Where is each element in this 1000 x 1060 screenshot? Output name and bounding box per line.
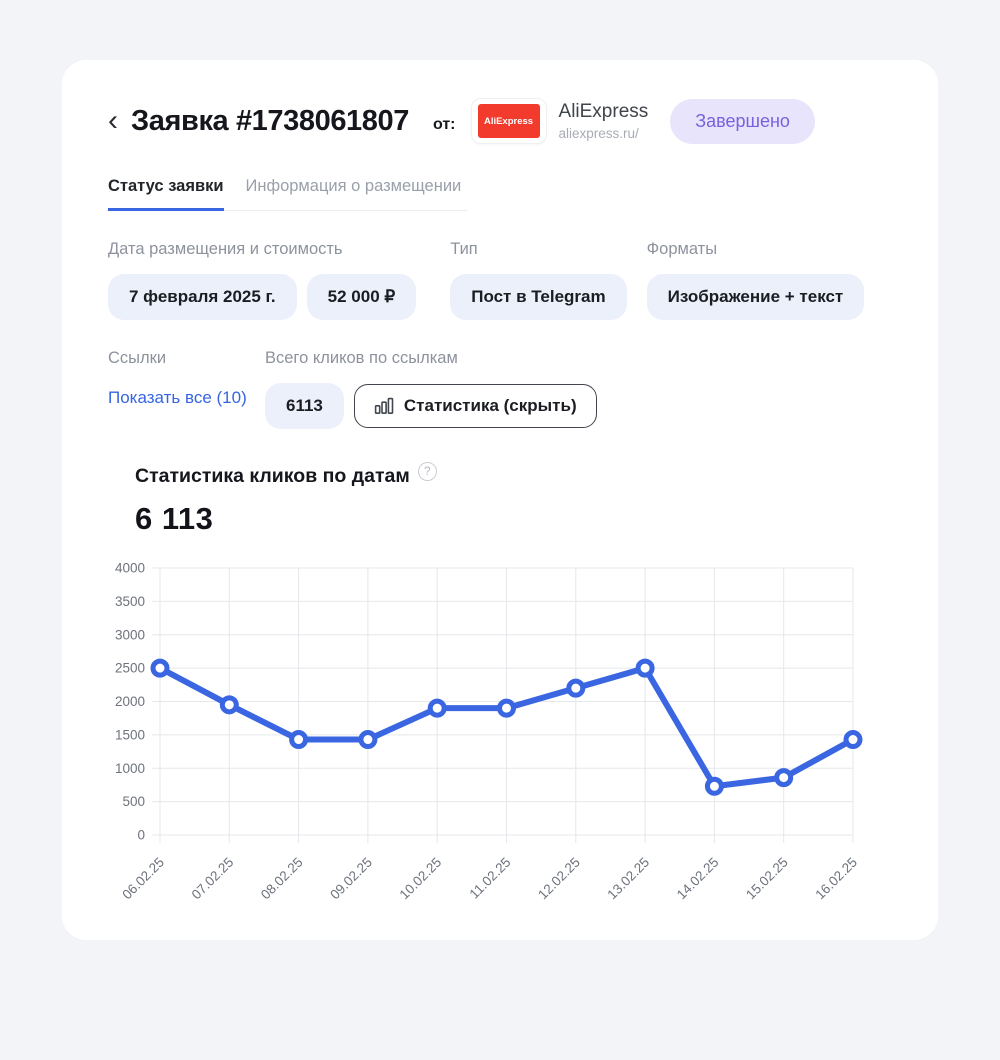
header: ‹ Заявка #1738061807 от: AliExpress AliE… <box>108 98 892 144</box>
help-icon[interactable]: ? <box>417 462 437 481</box>
chart-title: Статистика кликов по датам <box>135 465 410 487</box>
statistics-toggle-label: Статистика (скрыть) <box>403 396 577 415</box>
svg-text:500: 500 <box>122 794 145 809</box>
svg-text:1500: 1500 <box>115 727 145 742</box>
placement-date-chip: 7 февраля 2025 г. <box>108 274 297 320</box>
advertiser-url: aliexpress.ru/ <box>558 126 639 141</box>
placement-price-chip: 52 000 ₽ <box>306 274 417 320</box>
bar-chart-icon <box>374 397 394 415</box>
svg-text:14.02.25: 14.02.25 <box>674 855 722 903</box>
svg-text:3500: 3500 <box>115 594 145 609</box>
svg-text:09.02.25: 09.02.25 <box>327 855 375 903</box>
request-card: ‹ Заявка #1738061807 от: AliExpress AliE… <box>62 60 938 940</box>
links-label: Ссылки <box>108 349 167 367</box>
status-badge: Завершено <box>670 98 815 144</box>
svg-text:4000: 4000 <box>115 561 145 576</box>
tab-request-status[interactable]: Статус заявки <box>108 177 224 211</box>
svg-text:1000: 1000 <box>115 761 145 776</box>
chart-total-clicks: 6 113 <box>135 501 214 536</box>
svg-text:10.02.25: 10.02.25 <box>397 855 445 903</box>
svg-text:0: 0 <box>137 828 145 843</box>
field-formats: Форматы Изображение + текст <box>646 240 865 320</box>
svg-text:11.02.25: 11.02.25 <box>467 855 514 902</box>
clicks-label: Всего кликов по ссылкам <box>265 349 458 367</box>
tab-bar: Статус заявки Информация о размещении <box>105 177 468 211</box>
placement-label: Дата размещения и стоимость <box>108 240 343 258</box>
svg-text:2500: 2500 <box>115 661 145 676</box>
field-clicks: Всего кликов по ссылкам 6113 Статистика … <box>265 349 597 429</box>
page-title: Заявка #1738061807 <box>131 104 409 137</box>
svg-text:07.02.25: 07.02.25 <box>189 855 237 903</box>
svg-text:12.02.25: 12.02.25 <box>535 855 583 903</box>
field-placement: Дата размещения и стоимость 7 февраля 20… <box>108 240 417 320</box>
details-row-1: Дата размещения и стоимость 7 февраля 20… <box>108 240 892 320</box>
svg-text:2000: 2000 <box>115 694 145 709</box>
show-all-links-link[interactable]: Показать все (10) <box>108 388 247 407</box>
details-row-2: Ссылки Показать все (10) Всего кликов по… <box>108 349 892 429</box>
type-chip: Пост в Telegram <box>450 274 627 320</box>
svg-text:08.02.25: 08.02.25 <box>258 855 306 903</box>
svg-text:3000: 3000 <box>115 627 145 642</box>
chart-header: Статистика кликов по датам ? <box>135 462 892 488</box>
svg-text:13.02.25: 13.02.25 <box>604 855 652 903</box>
clicks-line-chart: 0 500 1000 1500 2000 2500 3000 3500 4000 06.02.25… <box>115 561 863 903</box>
from-label: от: <box>432 116 456 133</box>
advertiser-info: AliExpress aliexpress.ru/ <box>559 101 649 141</box>
field-links: Ссылки Показать все (10) <box>108 349 265 429</box>
formats-label: Форматы <box>646 240 718 258</box>
tab-placement-info[interactable]: Информация о размещении <box>245 177 462 195</box>
svg-text:06.02.25: 06.02.25 <box>119 855 167 903</box>
type-label: Тип <box>450 240 478 258</box>
svg-text:16.02.25: 16.02.25 <box>812 855 860 903</box>
advertiser-logo: AliExpress <box>470 98 547 144</box>
advertiser-name: AliExpress <box>558 101 649 122</box>
back-chevron-icon[interactable]: ‹ <box>108 104 118 137</box>
clicks-total-chip: 6113 <box>265 383 344 429</box>
statistics-toggle-button[interactable]: Статистика (скрыть) <box>353 384 597 428</box>
chart-container: 0 500 1000 1500 2000 2500 3000 3500 4000 06.02.25… <box>108 555 892 935</box>
formats-chip: Изображение + текст <box>646 274 865 320</box>
aliexpress-logo-icon: AliExpress <box>477 104 540 138</box>
svg-text:15.02.25: 15.02.25 <box>743 855 791 903</box>
field-type: Тип Пост в Telegram <box>450 240 627 320</box>
